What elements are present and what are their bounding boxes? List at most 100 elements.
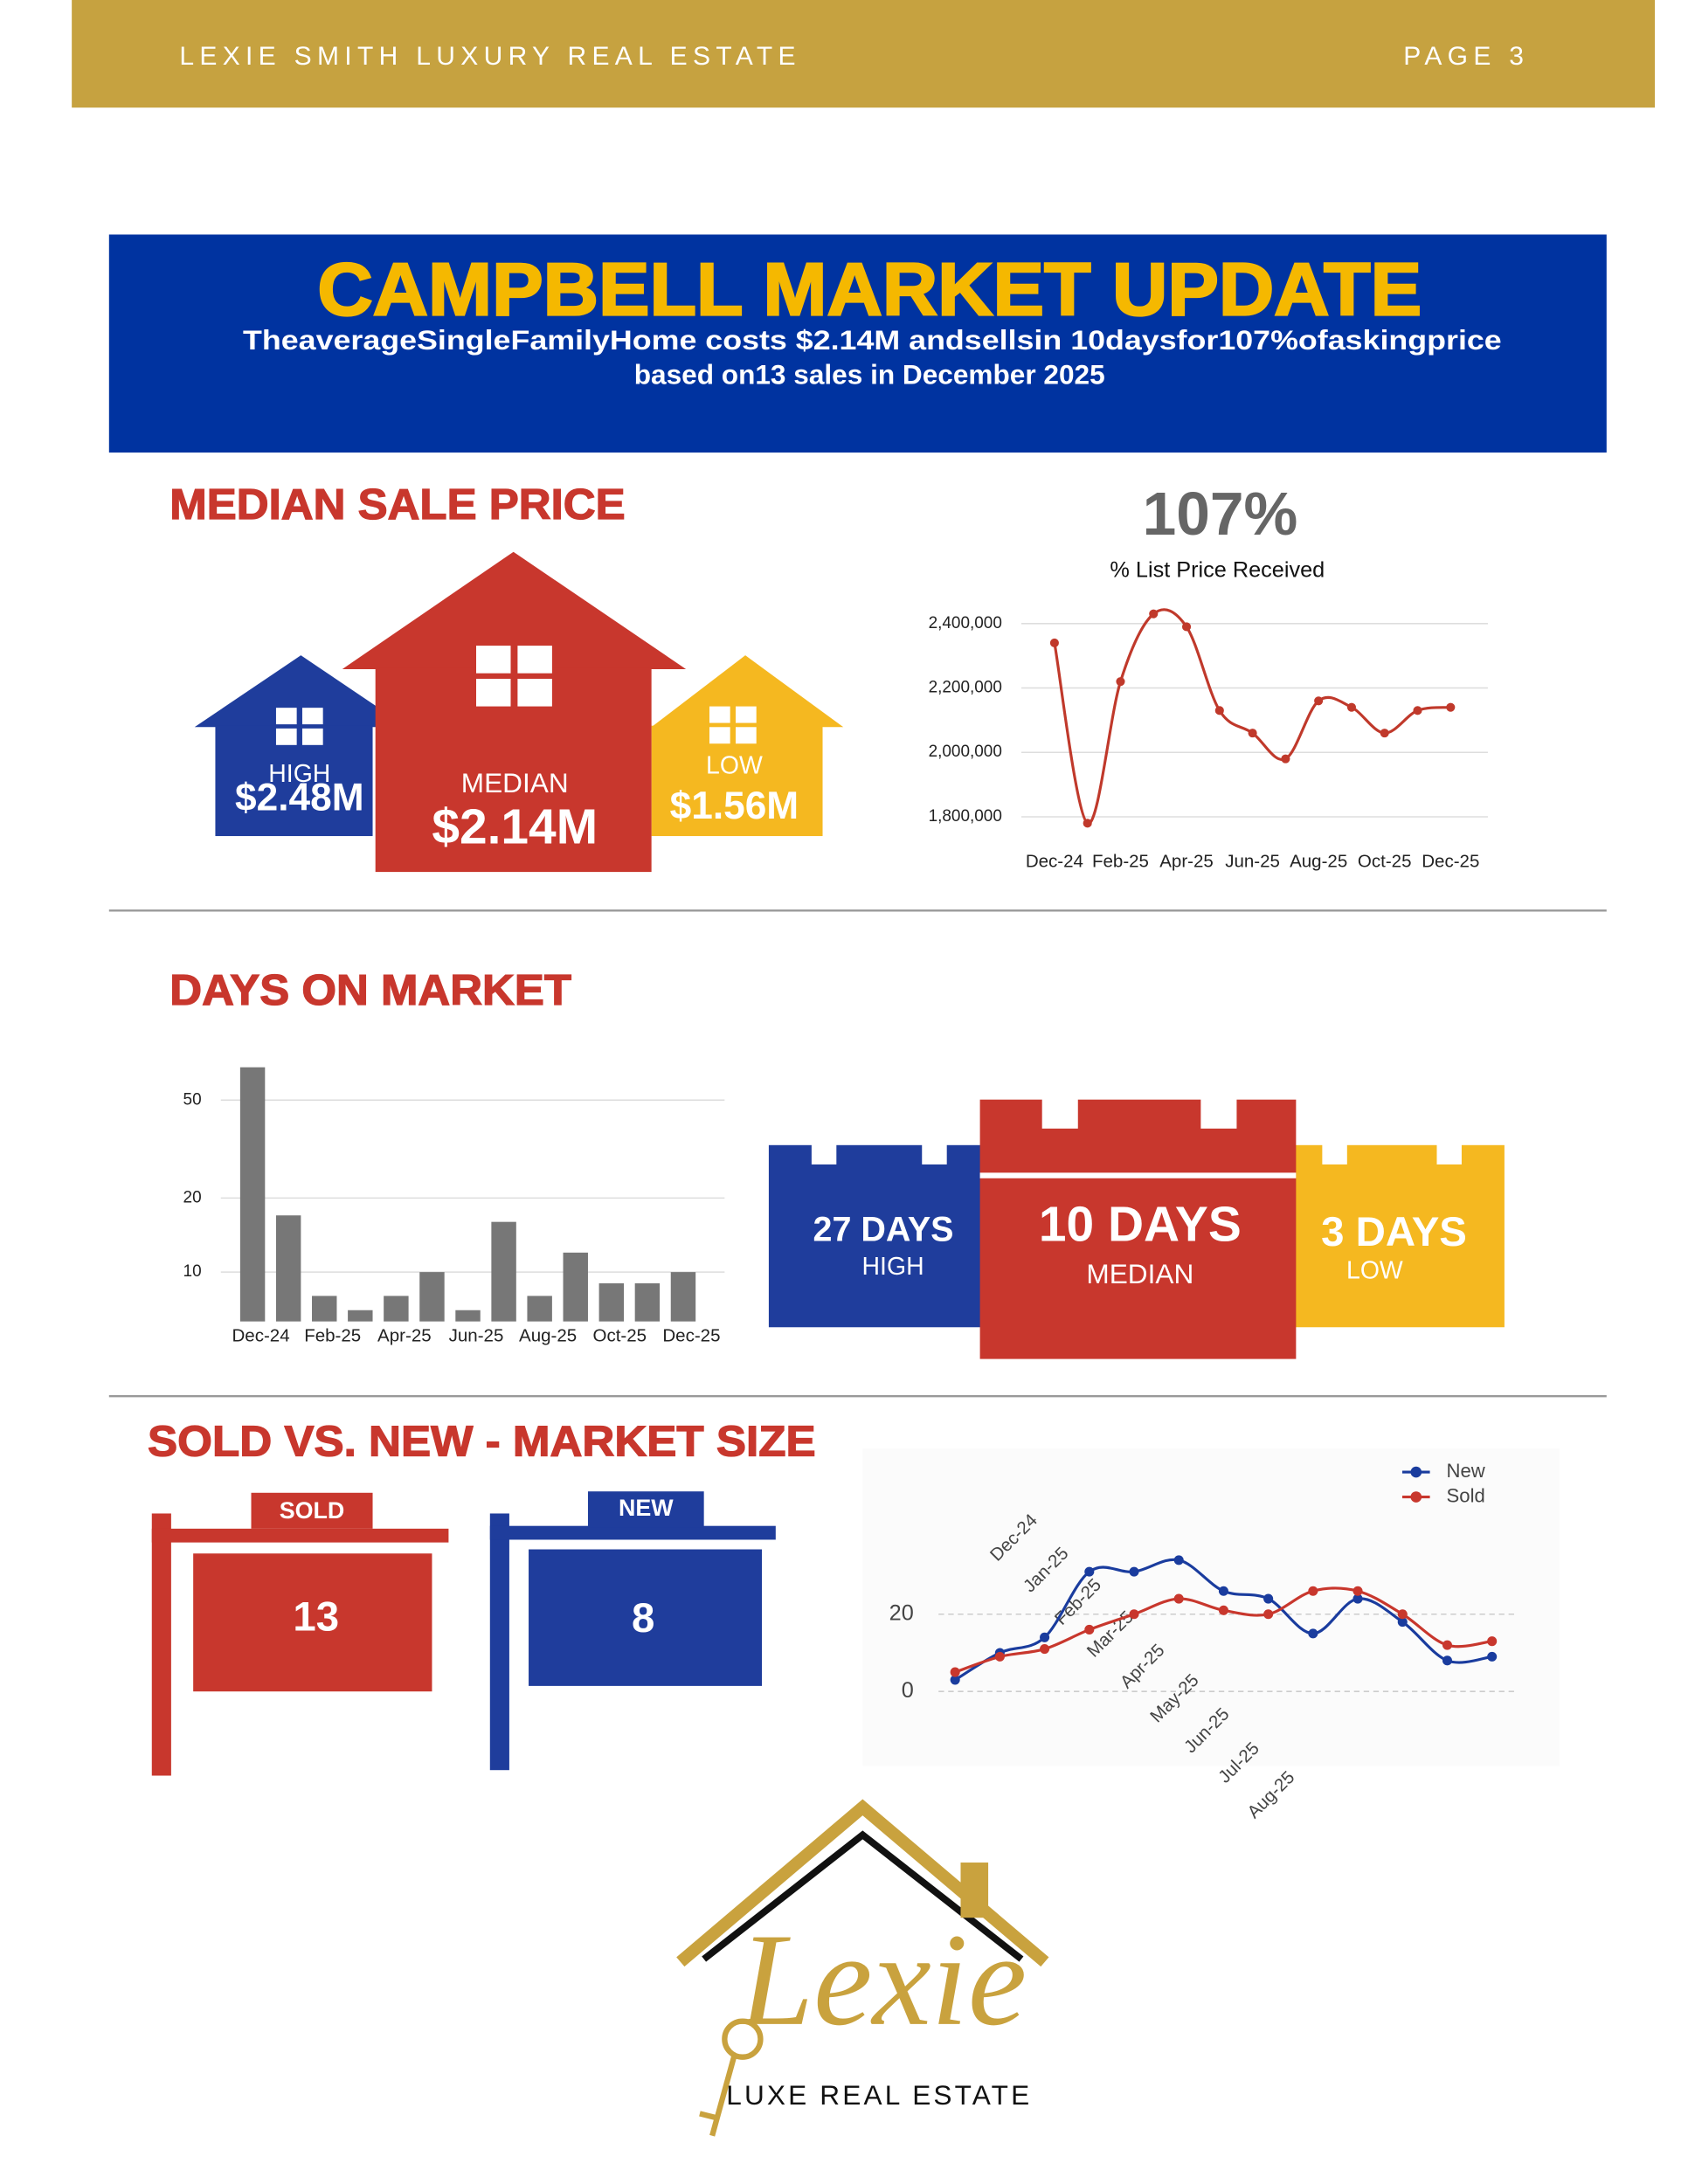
point	[1248, 729, 1257, 738]
house-value: $2.14M	[432, 800, 598, 855]
bar	[455, 1310, 481, 1322]
calendars	[768, 1089, 1505, 1359]
headline: 107%	[1143, 480, 1298, 548]
point	[1084, 1624, 1095, 1635]
point	[1083, 819, 1092, 828]
y-tick-label: 50	[183, 1090, 202, 1109]
line	[1053, 608, 1451, 825]
point	[1218, 1586, 1228, 1596]
brand: LEXIE SMITH LUXURY REAL ESTATE	[179, 42, 800, 71]
x-tick-label: Dec-24	[232, 1326, 289, 1346]
sign-label: NEW	[619, 1495, 674, 1521]
signs	[151, 1491, 776, 1776]
point	[1397, 1609, 1408, 1620]
bar	[348, 1310, 373, 1322]
legend-label: Sold	[1447, 1484, 1485, 1506]
point	[1084, 1566, 1095, 1577]
point	[1314, 696, 1324, 706]
point	[1380, 729, 1389, 738]
x-tick-label: Aug-25	[519, 1326, 577, 1346]
x-tick-label: Aug-25	[1290, 851, 1347, 871]
point	[1181, 622, 1192, 632]
banner	[108, 234, 1607, 453]
x-tick-label: Oct-25	[593, 1326, 647, 1346]
x-tick-label: Dec-25	[662, 1326, 720, 1346]
point	[950, 1667, 960, 1677]
y-tick-label: 2,000,000	[929, 743, 1002, 761]
logo-name: Lexie	[738, 1906, 1027, 2053]
y-tick-label: 2,200,000	[929, 679, 1002, 697]
x-tick-label: Aug-25	[1243, 1767, 1298, 1822]
point	[1281, 754, 1290, 764]
house-label: HIGH	[268, 760, 330, 788]
sign-label: SOLD	[280, 1497, 345, 1524]
chart-title: % List Price Received	[1110, 557, 1325, 582]
point	[1129, 1609, 1139, 1620]
header-bar	[72, 0, 1656, 108]
point	[1218, 1605, 1228, 1615]
point	[1442, 1640, 1452, 1650]
point	[950, 1675, 960, 1685]
y-tick-label: 20	[183, 1188, 202, 1206]
y-tick-label: 2,400,000	[929, 614, 1002, 632]
point	[1352, 1593, 1363, 1604]
point	[1149, 609, 1159, 619]
point	[1487, 1636, 1498, 1647]
legend-swatch	[1410, 1466, 1422, 1478]
calendar-label: MEDIAN	[1086, 1258, 1193, 1289]
calendar-label: LOW	[1346, 1257, 1403, 1285]
house-label: MEDIAN	[461, 767, 569, 798]
point	[1263, 1609, 1274, 1620]
logo-mark	[676, 1799, 1049, 2137]
calendar-value: 10 DAYS	[1039, 1198, 1242, 1253]
sign-value: 13	[293, 1594, 339, 1641]
banner-title: CAMPBELL MARKET UPDATE	[317, 249, 1422, 332]
x-tick-label: Dec-24	[1026, 851, 1083, 871]
bar	[384, 1296, 409, 1322]
point	[1413, 706, 1422, 715]
sign-value: 8	[632, 1595, 654, 1641]
houses	[194, 551, 844, 873]
bar	[239, 1067, 266, 1322]
x-tick-label: Feb-25	[1092, 851, 1149, 871]
bar	[527, 1296, 552, 1322]
house-value: $2.48M	[235, 777, 364, 819]
y-tick-label: 10	[183, 1262, 202, 1281]
y-tick-label: 0	[902, 1678, 914, 1703]
bar	[634, 1283, 661, 1322]
house-value: $1.56M	[670, 784, 799, 827]
bar	[312, 1296, 337, 1322]
point	[1446, 702, 1456, 712]
point	[1129, 1566, 1139, 1577]
bar	[670, 1272, 696, 1322]
point	[1173, 1555, 1184, 1565]
point	[1346, 702, 1356, 712]
page-number: PAGE 3	[1403, 42, 1529, 71]
x-tick-label: Feb-25	[304, 1326, 361, 1346]
legend-swatch	[1410, 1491, 1422, 1503]
point	[1352, 1586, 1363, 1596]
calendar-label: HIGH	[862, 1253, 924, 1281]
y-tick-label: 20	[889, 1600, 914, 1625]
logo-tagline: LUXE REAL ESTATE	[726, 2079, 1032, 2111]
point	[1263, 1593, 1274, 1604]
section-heading: MEDIAN SALE PRICE	[169, 481, 625, 529]
point	[994, 1651, 1005, 1662]
point	[1040, 1644, 1050, 1655]
bar	[563, 1252, 588, 1322]
x-tick-label: Apr-25	[377, 1326, 432, 1346]
x-tick-label: Jun-25	[1225, 851, 1280, 871]
point	[1173, 1593, 1184, 1604]
point	[1116, 677, 1125, 687]
house-label: LOW	[706, 752, 763, 780]
calendar-value: 27 DAYS	[813, 1211, 954, 1249]
x-tick-label: Jun-25	[449, 1326, 504, 1346]
y-tick-label: 1,800,000	[929, 807, 1002, 826]
banner-text: TheaverageSingleFamilyHome costs $2.14M …	[243, 324, 1502, 356]
x-tick-label: Oct-25	[1358, 851, 1412, 871]
point	[1308, 1628, 1318, 1639]
banner-text: based on13 sales in December 2025	[634, 358, 1105, 390]
point	[1049, 638, 1059, 647]
x-tick-label: Apr-25	[1159, 851, 1214, 871]
